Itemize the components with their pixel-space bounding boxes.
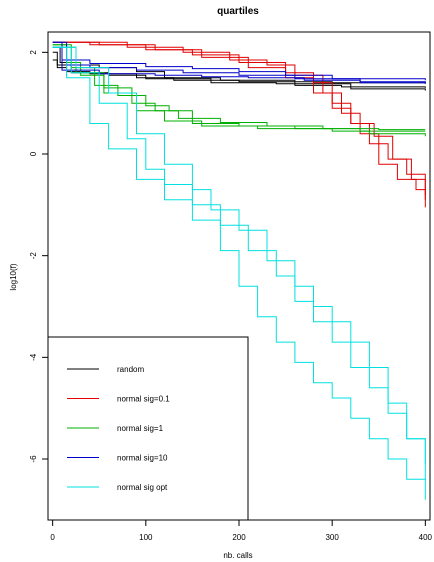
x-tick-label-4: 400 <box>419 533 433 542</box>
series-1-curve-1 <box>52 41 426 208</box>
y-axis-label: log10(f) <box>9 263 18 290</box>
y-tick-label-0: 2 <box>29 50 38 55</box>
legend: random normal sig=0.1 normal sig=1 normal s… <box>47 336 249 521</box>
series-4-curve-0 <box>52 46 426 465</box>
y-tick-label-3: -4 <box>29 353 38 361</box>
series-1-curve-2 <box>52 41 426 200</box>
series-2-curve-1 <box>52 44 426 131</box>
legend-label-0: random <box>117 365 144 374</box>
legend-box <box>47 336 249 521</box>
series-4-curve-2 <box>52 46 426 480</box>
series-4-curve-1 <box>52 46 426 500</box>
legend-label-4: normal sig opt <box>117 483 168 492</box>
x-axis-label: nb. calls <box>223 551 252 560</box>
legend-label-1: normal sig=0.1 <box>117 395 170 404</box>
x-tick-label-1: 100 <box>139 533 153 542</box>
y-tick-label-4: -6 <box>29 455 38 463</box>
series-curves <box>52 41 426 500</box>
series-3-curve-2 <box>52 46 426 84</box>
legend-label-2: normal sig=1 <box>117 424 164 433</box>
chart-title: quartiles <box>217 6 259 17</box>
y-tick-label-2: -2 <box>29 252 38 260</box>
legend-label-3: normal sig=10 <box>117 454 168 463</box>
series-2-curve-0 <box>52 44 426 132</box>
series-2-curve-2 <box>52 46 426 137</box>
series-3-curve-0 <box>52 41 426 81</box>
series-0-curve-0 <box>52 59 426 84</box>
x-tick-label-3: 300 <box>325 533 339 542</box>
y-tick-label-1: 0 <box>29 151 38 156</box>
x-tick-label-0: 0 <box>50 533 55 542</box>
x-tick-label-2: 200 <box>232 533 246 542</box>
